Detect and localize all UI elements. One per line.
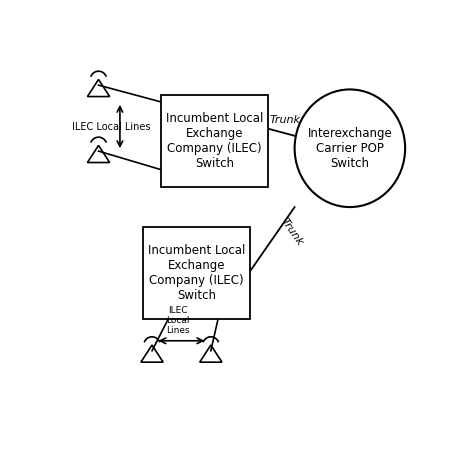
- Ellipse shape: [295, 89, 405, 207]
- FancyBboxPatch shape: [143, 227, 250, 319]
- Text: Trunk: Trunk: [279, 217, 305, 248]
- Text: Trunk: Trunk: [270, 115, 301, 125]
- Text: Incumbent Local
Exchange
Company (ILEC)
Switch: Incumbent Local Exchange Company (ILEC) …: [148, 244, 245, 302]
- Text: Interexchange
Carrier POP
Switch: Interexchange Carrier POP Switch: [308, 127, 392, 170]
- Text: ILEC
Local
Lines: ILEC Local Lines: [166, 306, 190, 335]
- Text: ILEC Local Lines: ILEC Local Lines: [72, 122, 150, 132]
- FancyBboxPatch shape: [161, 95, 268, 188]
- Text: Incumbent Local
Exchange
Company (ILEC)
Switch: Incumbent Local Exchange Company (ILEC) …: [166, 112, 263, 170]
